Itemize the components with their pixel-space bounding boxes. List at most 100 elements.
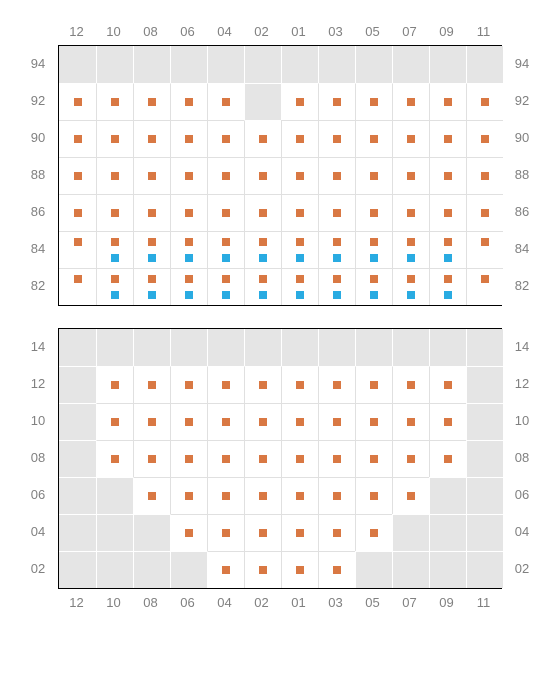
seat-cell[interactable] xyxy=(281,231,318,268)
seat-cell[interactable] xyxy=(318,83,355,120)
seat-cell[interactable] xyxy=(133,231,170,268)
seat-cell[interactable] xyxy=(355,514,392,551)
seat-cell[interactable] xyxy=(59,83,96,120)
seat-cell[interactable] xyxy=(355,268,392,305)
seat-cell[interactable] xyxy=(244,194,281,231)
seat-cell[interactable] xyxy=(170,514,207,551)
seat-cell[interactable] xyxy=(281,440,318,477)
seat-cell[interactable] xyxy=(429,157,466,194)
seat-cell[interactable] xyxy=(392,120,429,157)
seat-cell[interactable] xyxy=(170,268,207,305)
seat-cell[interactable] xyxy=(281,194,318,231)
seat-cell[interactable] xyxy=(133,366,170,403)
seat-cell[interactable] xyxy=(170,440,207,477)
seat-cell[interactable] xyxy=(318,440,355,477)
seat-cell[interactable] xyxy=(96,440,133,477)
seat-cell[interactable] xyxy=(318,268,355,305)
seat-cell[interactable] xyxy=(466,231,503,268)
seat-cell[interactable] xyxy=(59,194,96,231)
seat-cell[interactable] xyxy=(355,403,392,440)
seat-cell[interactable] xyxy=(244,120,281,157)
seat-cell[interactable] xyxy=(96,403,133,440)
seat-cell[interactable] xyxy=(207,231,244,268)
seat-cell[interactable] xyxy=(429,440,466,477)
seat-cell[interactable] xyxy=(207,403,244,440)
seat-cell[interactable] xyxy=(429,268,466,305)
seat-cell[interactable] xyxy=(170,366,207,403)
seat-cell[interactable] xyxy=(207,268,244,305)
seat-cell[interactable] xyxy=(392,231,429,268)
seat-cell[interactable] xyxy=(96,231,133,268)
seat-cell[interactable] xyxy=(96,194,133,231)
seat-cell[interactable] xyxy=(318,477,355,514)
seat-cell[interactable] xyxy=(318,403,355,440)
seat-cell[interactable] xyxy=(96,120,133,157)
seat-cell[interactable] xyxy=(281,83,318,120)
seat-cell[interactable] xyxy=(59,157,96,194)
seat-cell[interactable] xyxy=(133,120,170,157)
seat-cell[interactable] xyxy=(392,194,429,231)
seat-cell[interactable] xyxy=(429,231,466,268)
seat-cell[interactable] xyxy=(318,514,355,551)
seat-cell[interactable] xyxy=(281,477,318,514)
seat-cell[interactable] xyxy=(244,440,281,477)
seat-cell[interactable] xyxy=(170,83,207,120)
seat-cell[interactable] xyxy=(318,120,355,157)
seat-cell[interactable] xyxy=(170,120,207,157)
seat-cell[interactable] xyxy=(207,440,244,477)
seat-cell[interactable] xyxy=(244,366,281,403)
seat-cell[interactable] xyxy=(207,194,244,231)
seat-cell[interactable] xyxy=(392,83,429,120)
seat-cell[interactable] xyxy=(429,83,466,120)
seat-cell[interactable] xyxy=(133,83,170,120)
seat-cell[interactable] xyxy=(281,551,318,588)
seat-cell[interactable] xyxy=(133,477,170,514)
seat-cell[interactable] xyxy=(429,366,466,403)
seat-cell[interactable] xyxy=(429,194,466,231)
seat-cell[interactable] xyxy=(318,366,355,403)
seat-cell[interactable] xyxy=(170,403,207,440)
seat-cell[interactable] xyxy=(355,83,392,120)
seat-cell[interactable] xyxy=(244,551,281,588)
seat-cell[interactable] xyxy=(96,157,133,194)
seat-cell[interactable] xyxy=(133,157,170,194)
seat-cell[interactable] xyxy=(318,194,355,231)
seat-cell[interactable] xyxy=(133,194,170,231)
seat-cell[interactable] xyxy=(59,268,96,305)
seat-cell[interactable] xyxy=(207,477,244,514)
seat-cell[interactable] xyxy=(466,83,503,120)
seat-cell[interactable] xyxy=(429,403,466,440)
seat-cell[interactable] xyxy=(133,440,170,477)
seat-cell[interactable] xyxy=(59,120,96,157)
seat-cell[interactable] xyxy=(207,366,244,403)
seat-cell[interactable] xyxy=(355,477,392,514)
seat-cell[interactable] xyxy=(96,83,133,120)
seat-cell[interactable] xyxy=(392,477,429,514)
seat-cell[interactable] xyxy=(466,194,503,231)
seat-cell[interactable] xyxy=(281,268,318,305)
seat-cell[interactable] xyxy=(244,514,281,551)
seat-cell[interactable] xyxy=(96,366,133,403)
seat-cell[interactable] xyxy=(466,157,503,194)
seat-cell[interactable] xyxy=(207,157,244,194)
seat-cell[interactable] xyxy=(355,194,392,231)
seat-cell[interactable] xyxy=(244,157,281,194)
seat-cell[interactable] xyxy=(170,194,207,231)
seat-cell[interactable] xyxy=(59,231,96,268)
seat-cell[interactable] xyxy=(355,120,392,157)
seat-cell[interactable] xyxy=(133,268,170,305)
seat-cell[interactable] xyxy=(281,120,318,157)
seat-cell[interactable] xyxy=(281,366,318,403)
seat-cell[interactable] xyxy=(281,403,318,440)
seat-cell[interactable] xyxy=(392,440,429,477)
seat-cell[interactable] xyxy=(207,120,244,157)
seat-cell[interactable] xyxy=(318,157,355,194)
seat-cell[interactable] xyxy=(244,268,281,305)
seat-cell[interactable] xyxy=(207,514,244,551)
seat-cell[interactable] xyxy=(355,366,392,403)
seat-cell[interactable] xyxy=(466,120,503,157)
seat-cell[interactable] xyxy=(318,551,355,588)
seat-cell[interactable] xyxy=(170,477,207,514)
seat-cell[interactable] xyxy=(281,157,318,194)
seat-cell[interactable] xyxy=(355,157,392,194)
